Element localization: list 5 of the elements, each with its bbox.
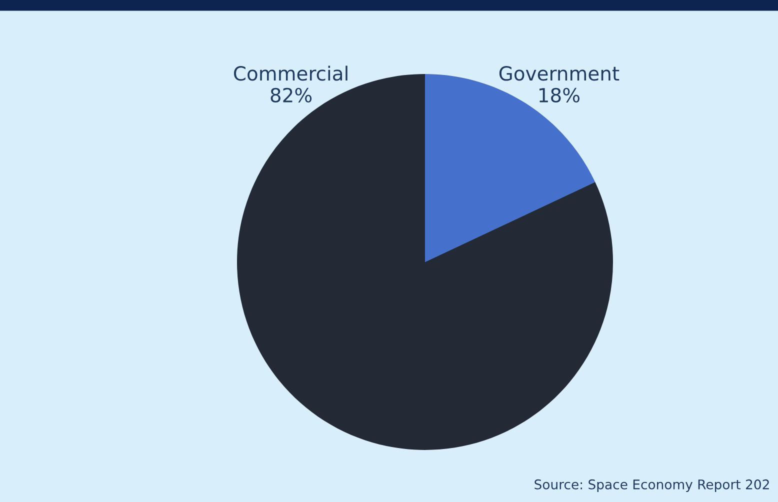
source-note: Source: Space Economy Report 202 xyxy=(534,479,769,492)
data-label: 18% xyxy=(539,88,580,103)
data-label: 82% xyxy=(270,88,312,103)
slice-label: Commercial xyxy=(234,66,348,81)
slice-label: Government xyxy=(499,66,620,81)
